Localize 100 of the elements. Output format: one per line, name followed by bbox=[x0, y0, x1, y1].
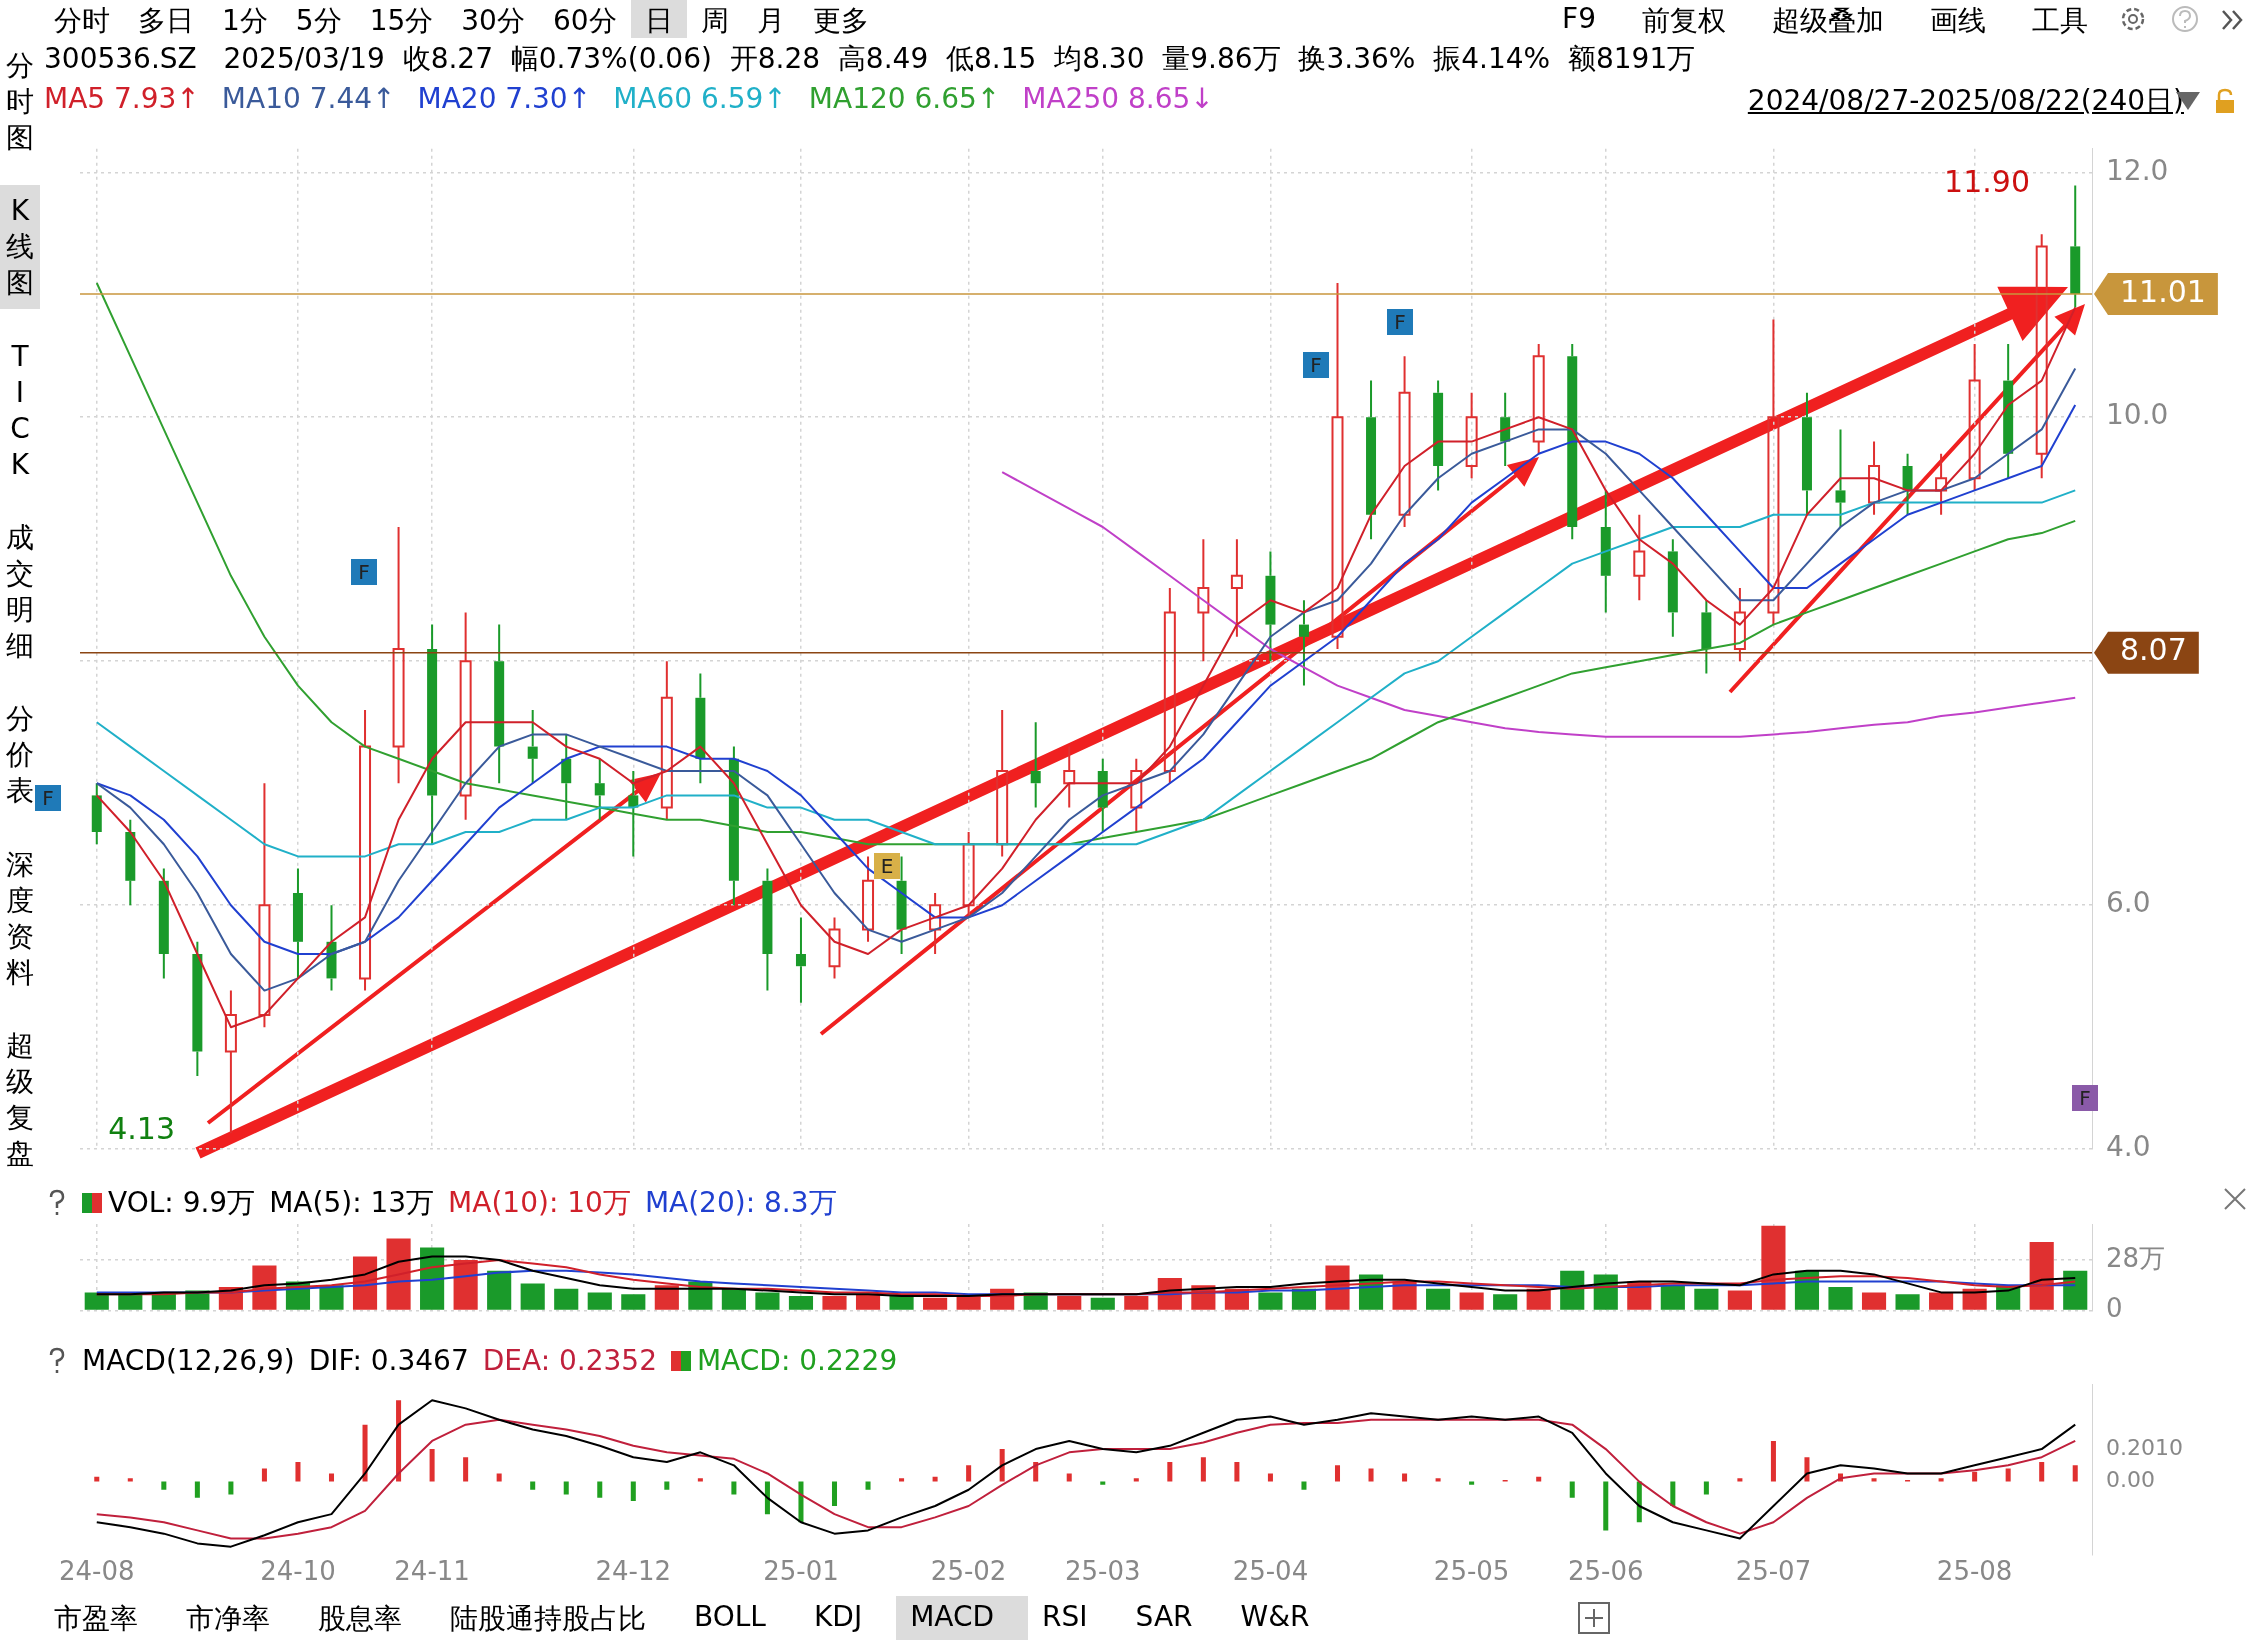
candlestick bbox=[828, 916, 841, 980]
bar bbox=[1124, 1296, 1149, 1310]
bar bbox=[1727, 1290, 1752, 1310]
bar bbox=[1469, 1481, 1475, 1485]
text: 市盈率 bbox=[53, 1601, 139, 1637]
text: 60分 bbox=[551, 3, 618, 38]
text: 工具 bbox=[2031, 3, 2089, 38]
text: W&R bbox=[1239, 1599, 1311, 1635]
candlestick bbox=[1968, 343, 1981, 492]
candlestick bbox=[962, 831, 975, 919]
candlestick bbox=[192, 940, 203, 1077]
candlestick bbox=[91, 782, 102, 846]
text: 1分 bbox=[221, 3, 269, 38]
ref-line-label: 8.07 bbox=[2120, 632, 2187, 668]
y-tick-label: 0.2010 bbox=[2106, 1434, 2183, 1460]
series-label: DIF: 0.3467 bbox=[308, 1344, 469, 1377]
candlestick bbox=[795, 916, 806, 1004]
candlestick bbox=[1366, 379, 1377, 541]
candlestick bbox=[1265, 550, 1276, 663]
bar bbox=[1962, 1288, 1987, 1310]
text: 陆股通持股占比 bbox=[449, 1601, 647, 1637]
bar bbox=[1603, 1481, 1609, 1531]
bar bbox=[731, 1481, 737, 1495]
bar bbox=[721, 1288, 746, 1310]
bar bbox=[2029, 1242, 2054, 1310]
bar bbox=[1200, 1457, 1206, 1482]
text: SAR bbox=[1134, 1599, 1194, 1635]
bar bbox=[2072, 1465, 2078, 1482]
text: 多日 bbox=[137, 3, 195, 38]
text: TICK bbox=[10, 338, 30, 483]
candlestick bbox=[929, 892, 942, 955]
bar bbox=[84, 1292, 109, 1310]
bar bbox=[1426, 1288, 1451, 1310]
text: MA120 6.65↑ bbox=[808, 82, 1001, 115]
candlestick bbox=[494, 623, 505, 785]
candlestick bbox=[1567, 343, 1578, 541]
candlestick bbox=[1733, 587, 1746, 663]
text: F9 bbox=[1561, 1, 1597, 37]
series-label: DEA: 0.2352 bbox=[482, 1344, 657, 1377]
bar bbox=[999, 1449, 1005, 1482]
bar bbox=[429, 1449, 435, 1482]
bar bbox=[1703, 1481, 1709, 1495]
bar bbox=[855, 1294, 881, 1310]
bar bbox=[1861, 1292, 1887, 1310]
y-tick-label: 28万 bbox=[2106, 1242, 2166, 1273]
bar bbox=[1670, 1481, 1676, 1506]
bar bbox=[923, 1297, 948, 1310]
candlestick bbox=[695, 672, 706, 785]
candlestick bbox=[996, 709, 1009, 858]
bar bbox=[127, 1478, 133, 1482]
bar bbox=[788, 1296, 814, 1310]
bar bbox=[1560, 1270, 1585, 1310]
candlestick bbox=[862, 855, 875, 943]
bar bbox=[597, 1481, 603, 1498]
bar bbox=[1536, 1476, 1542, 1482]
text: KDJ bbox=[812, 1599, 864, 1635]
annotation: E bbox=[874, 853, 900, 879]
text: 深度资料 bbox=[6, 846, 34, 991]
candlestick bbox=[1767, 318, 1780, 626]
bar bbox=[755, 1292, 780, 1310]
candlestick bbox=[1398, 355, 1411, 528]
bar bbox=[932, 1476, 938, 1482]
text: 分价表 bbox=[6, 701, 34, 810]
bar bbox=[1234, 1462, 1240, 1482]
text: 画线 bbox=[1929, 3, 1987, 38]
candlestick bbox=[1633, 513, 1646, 602]
candlestick bbox=[728, 745, 739, 907]
text: 前复权 bbox=[1641, 3, 1727, 38]
bar bbox=[228, 1481, 234, 1495]
candlestick bbox=[1298, 599, 1309, 687]
text: MA(20): 8.3万 bbox=[644, 1185, 837, 1221]
x-tick-label: 24-11 bbox=[394, 1556, 470, 1587]
legend-label: VOL: 9.9万 bbox=[107, 1185, 256, 1221]
candlestick bbox=[628, 770, 639, 858]
bar bbox=[956, 1296, 981, 1310]
bar bbox=[194, 1481, 200, 1498]
bar bbox=[496, 1473, 502, 1482]
x-tick-label: 25-03 bbox=[1064, 1556, 1141, 1587]
y-tick-label: 4.0 bbox=[2106, 1130, 2151, 1164]
candlestick bbox=[660, 660, 673, 821]
bar bbox=[463, 1457, 469, 1482]
candlestick bbox=[359, 709, 372, 992]
text: RSI bbox=[1041, 1599, 1089, 1635]
candlestick bbox=[1433, 379, 1444, 492]
ref-line-label: 11.01 bbox=[2120, 273, 2206, 309]
bar bbox=[2063, 1270, 2088, 1310]
text: 分时图 bbox=[6, 48, 34, 156]
candlestick bbox=[2035, 233, 2048, 480]
bar bbox=[1569, 1481, 1575, 1498]
bar bbox=[1660, 1285, 1685, 1310]
bar bbox=[530, 1481, 536, 1490]
chart-title: 300536.SZ bbox=[44, 42, 197, 75]
bar bbox=[1761, 1225, 1786, 1310]
x-tick-label: 24-12 bbox=[595, 1556, 672, 1587]
bar bbox=[1291, 1288, 1317, 1310]
candlestick bbox=[1667, 538, 1678, 638]
bar bbox=[1133, 1478, 1139, 1482]
text: 超级复盘 bbox=[6, 1027, 34, 1172]
bar bbox=[1267, 1473, 1273, 1482]
x-tick-label: 24-10 bbox=[260, 1556, 336, 1587]
